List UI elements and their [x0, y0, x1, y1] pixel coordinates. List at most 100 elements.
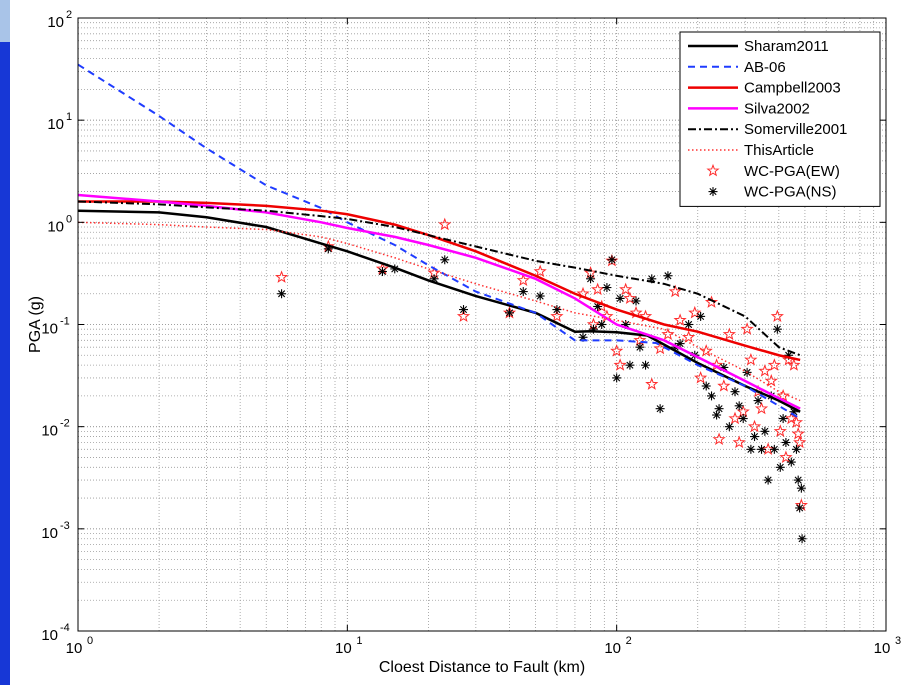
y-tick-exponent: -3	[60, 520, 70, 532]
data-point-star-shape	[623, 291, 637, 305]
series-line-ab-06	[77, 63, 801, 420]
data-point-asterisk	[552, 305, 562, 315]
data-point-star-shape	[613, 358, 627, 371]
data-point-asterisk-stroke	[441, 256, 449, 264]
legend-label-thisarticle: ThisArticle	[744, 142, 814, 159]
data-point-asterisk-stroke	[764, 476, 772, 484]
data-point-asterisk-stroke	[685, 320, 693, 329]
data-point-star	[533, 264, 547, 278]
data-point-asterisk-stroke	[715, 405, 723, 413]
data-point-star-shape	[779, 450, 793, 464]
data-point-asterisk	[760, 426, 770, 436]
data-point-star	[758, 364, 772, 377]
left-edge-bar-top	[0, 0, 10, 42]
data-point-asterisk	[796, 483, 806, 493]
data-point-asterisk-stroke	[656, 405, 664, 413]
data-point-asterisk-stroke	[553, 305, 561, 314]
legend-swatch-wc-pga-ew-	[706, 163, 720, 177]
data-point-star	[274, 270, 289, 283]
data-point-star	[619, 282, 633, 296]
data-point-star	[699, 344, 713, 357]
y-tick-label: 10	[41, 321, 58, 338]
x-tick-exponent: 0	[87, 635, 93, 647]
series-line-campbell2003	[78, 200, 801, 362]
x-axis-label: Cloest Distance to Fault (km)	[379, 659, 585, 676]
data-point-asterisk	[701, 381, 711, 391]
data-point-asterisk-stroke	[773, 325, 781, 333]
data-point-star-shape	[789, 415, 804, 429]
data-point-star	[712, 432, 726, 446]
legend-swatch-wc-pga-ns-	[708, 187, 718, 197]
data-point-asterisk	[597, 320, 607, 329]
data-point-star-shape	[516, 273, 530, 287]
data-point-asterisk	[772, 324, 782, 334]
data-point-star	[767, 358, 781, 371]
data-point-star	[747, 419, 762, 433]
x-tick-exponent: 3	[895, 635, 901, 647]
data-point-star	[776, 388, 790, 402]
legend-label-campbell2003: Campbell2003	[744, 80, 841, 97]
data-point-asterisk	[586, 274, 596, 284]
data-point-star	[550, 309, 564, 323]
data-point-star-shape	[619, 282, 633, 296]
data-point-asterisk	[635, 342, 645, 352]
data-point-star	[779, 450, 793, 464]
data-point-asterisk-stroke	[770, 445, 778, 453]
legend-label-somerville2001: Somerville2001	[744, 121, 847, 138]
data-point-asterisk-stroke	[519, 288, 527, 296]
data-point-asterisk	[793, 475, 803, 485]
data-point-asterisk	[778, 414, 788, 424]
data-point-asterisk-stroke	[626, 361, 634, 369]
legend-label-wc-pga-ns-: WC-PGA(NS)	[744, 184, 837, 201]
data-point-star	[623, 291, 637, 305]
y-tick-label: 10	[47, 116, 64, 133]
data-point-star	[770, 309, 784, 323]
data-point-star	[773, 424, 787, 437]
data-point-star	[744, 352, 758, 366]
data-point-star-shape	[787, 358, 801, 371]
data-point-asterisk	[655, 404, 665, 414]
y-tick-exponent: 2	[66, 9, 72, 21]
data-point-star	[613, 358, 627, 371]
data-point-star-shape	[645, 377, 659, 390]
y-tick-exponent: 1	[66, 111, 72, 123]
data-point-star-shape	[438, 217, 452, 231]
data-point-star-shape	[717, 379, 731, 392]
data-point-asterisk-stroke	[378, 267, 387, 276]
data-point-star	[633, 333, 647, 346]
data-point-star	[717, 379, 731, 392]
data-point-star	[673, 313, 687, 326]
data-point-asterisk	[724, 422, 734, 432]
data-point-asterisk-stroke	[664, 272, 672, 280]
data-point-asterisk	[734, 401, 744, 411]
data-point-asterisk-stroke	[459, 305, 468, 314]
y-axis-label: PGA (g)	[27, 296, 44, 353]
data-point-asterisk	[786, 457, 796, 467]
y-tick-label: 10	[47, 14, 64, 31]
y-tick-exponent: -2	[60, 418, 70, 430]
data-point-star	[688, 305, 702, 319]
data-point-asterisk	[775, 462, 785, 472]
data-point-asterisk-stroke	[731, 388, 739, 396]
data-point-asterisk-stroke	[735, 402, 743, 410]
data-point-asterisk	[615, 293, 625, 303]
data-point-asterisk-stroke	[632, 297, 640, 305]
data-point-asterisk-stroke	[754, 397, 762, 405]
data-point-asterisk	[714, 404, 724, 414]
data-point-star-shape	[754, 401, 769, 415]
data-point-asterisk-stroke	[676, 340, 684, 348]
y-tick-label: 10	[47, 218, 64, 235]
data-point-star-shape	[712, 432, 726, 446]
data-point-star	[661, 327, 675, 341]
data-point-star-shape	[610, 344, 624, 357]
data-point-asterisk-stroke	[779, 415, 787, 423]
data-point-asterisk	[377, 267, 387, 277]
data-point-star-shape	[550, 309, 564, 323]
x-tick-label: 10	[66, 640, 83, 657]
data-point-star-shape	[274, 270, 289, 283]
y-tick-label: 10	[41, 627, 58, 644]
data-point-asterisk	[797, 534, 807, 544]
data-point-asterisk-stroke	[603, 283, 611, 292]
data-point-star-shape	[456, 309, 471, 323]
data-point-asterisk	[763, 475, 773, 485]
